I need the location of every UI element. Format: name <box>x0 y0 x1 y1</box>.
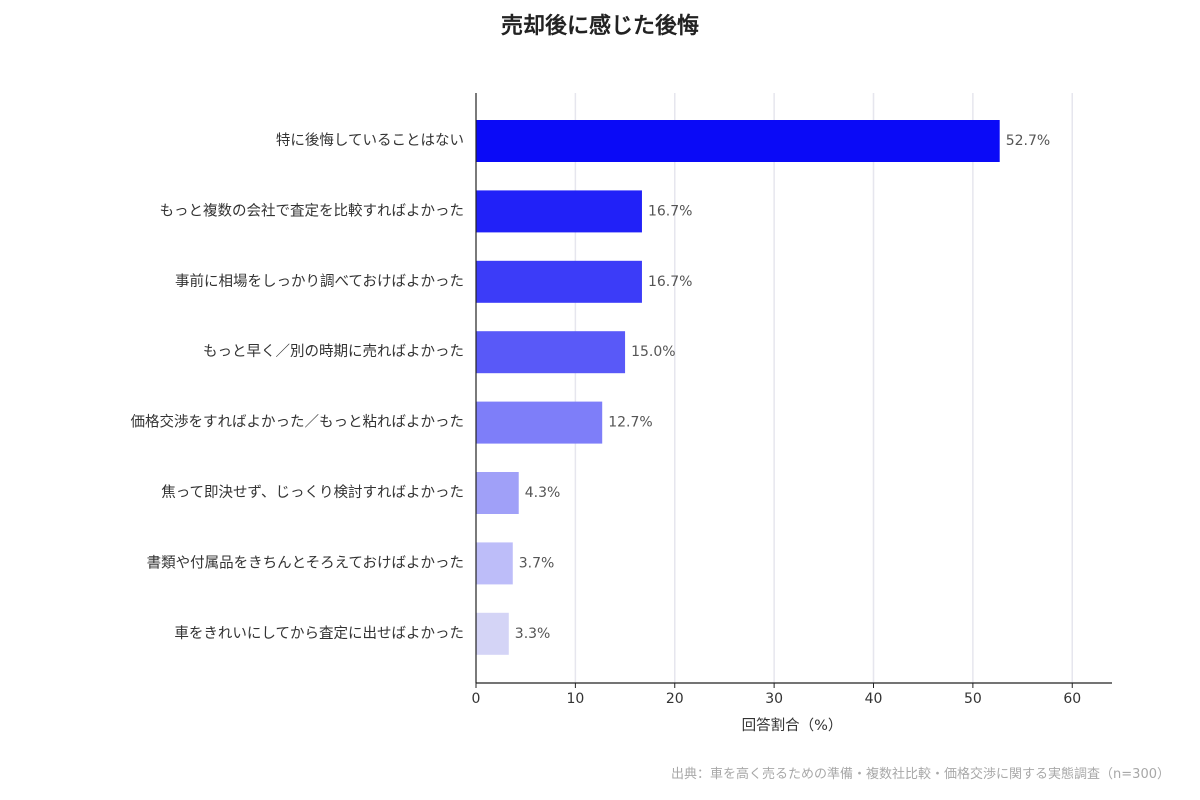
value-label: 52.7% <box>1006 133 1050 149</box>
category-label: もっと複数の会社で査定を比較すればよかった <box>160 201 465 219</box>
category-label: 書類や付属品をきちんとそろえておけばよかった <box>147 554 464 571</box>
x-tick-label: 50 <box>964 691 982 707</box>
value-label: 4.3% <box>525 485 561 501</box>
category-label: 車をきれいにしてから査定に出せばよかった <box>174 625 464 642</box>
value-label: 3.3% <box>515 626 551 642</box>
axes <box>475 93 1112 688</box>
bar <box>476 612 509 655</box>
value-label: 12.7% <box>608 415 652 431</box>
value-label: 3.7% <box>519 555 555 571</box>
bar <box>476 331 626 374</box>
bar <box>476 190 642 233</box>
value-label: 16.7% <box>648 274 692 290</box>
x-tick-label: 60 <box>1063 691 1081 707</box>
bar <box>476 120 1000 162</box>
x-axis-title: 回答割合（%） <box>742 717 843 734</box>
category-label: 焦って即決せず、じっくり検討すればよかった <box>161 484 464 501</box>
bar <box>476 401 603 444</box>
chart-title: 売却後に感じた後悔 <box>500 14 699 39</box>
x-tick-label: 40 <box>865 691 883 707</box>
category-label: 事前に相場をしっかり調べておけばよかった <box>175 273 464 290</box>
value-label: 15.0% <box>631 344 675 360</box>
labels: 特に後悔していることはない 52.7% もっと複数の会社で査定を比較すればよかった 1… <box>131 132 1082 734</box>
bars <box>476 120 1000 655</box>
x-tick-label: 10 <box>566 691 584 707</box>
bar <box>476 472 519 514</box>
category-label: 価格交渉をすればよかった／もっと粘ればよかった <box>131 413 465 431</box>
bar <box>476 260 642 303</box>
source-note: 出典：車を高く売るための準備・複数社比較・価格交渉に関する実態調査（n=300） <box>671 767 1170 782</box>
category-label: もっと早く／別の時期に売ればよかった <box>203 343 464 360</box>
bar <box>476 542 513 585</box>
x-tick-label: 20 <box>666 691 684 707</box>
x-tick-label: 0 <box>472 691 481 707</box>
gridlines <box>574 93 1073 683</box>
x-tick-label: 30 <box>765 691 783 707</box>
value-label: 16.7% <box>648 203 692 219</box>
category-label: 特に後悔していることはない <box>276 132 464 149</box>
